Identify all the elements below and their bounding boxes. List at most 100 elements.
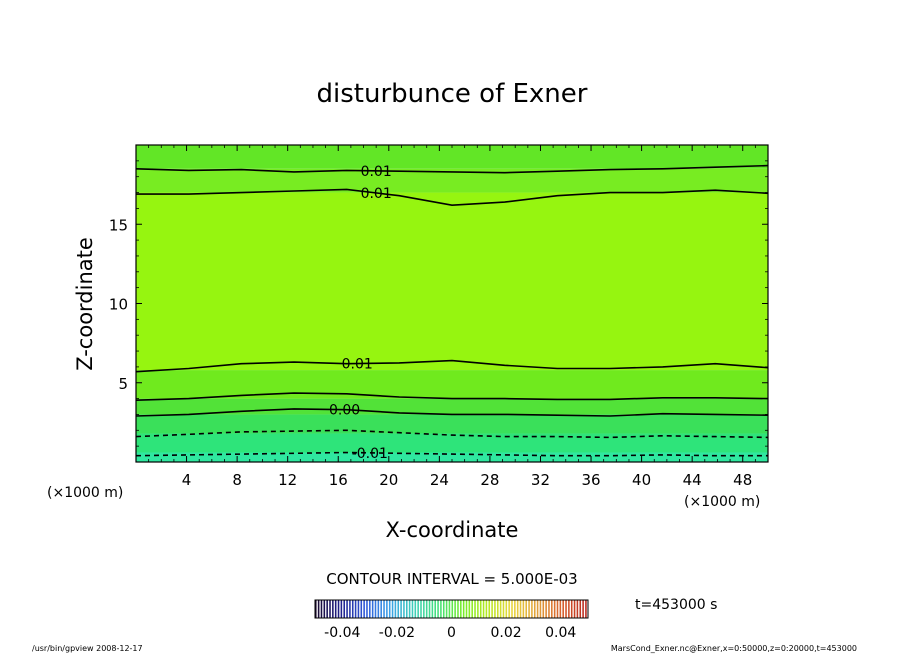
colorbar-stripe (315, 600, 317, 618)
colorbar-stripe (329, 600, 331, 618)
colorbar-stripe (533, 600, 536, 618)
x-tick-label: 48 (733, 471, 752, 489)
colorbar-stripe (474, 600, 476, 618)
colorbar-stripe (363, 600, 365, 618)
colorbar-stripe (548, 600, 550, 618)
colorbar-stripe (448, 600, 451, 618)
colorbar-stripe (497, 600, 499, 618)
colorbar-stripe (482, 600, 485, 618)
colorbar-stripe (357, 600, 360, 618)
contour-interval-text: CONTOUR INTERVAL = 5.000E-03 (326, 570, 577, 588)
colorbar-stripe (514, 600, 516, 618)
colorbar-stripe (337, 600, 340, 618)
y-axis-label: Z-coordinate (73, 237, 97, 371)
colorbar-stripe (383, 600, 385, 618)
colorbar-stripe (488, 600, 491, 618)
colorbar-stripe (471, 600, 473, 618)
colorbar-stripe (326, 600, 328, 618)
colorbar-stripe (440, 600, 442, 618)
colorbar-frame (314, 599, 589, 619)
colorbar-stripe (423, 600, 425, 618)
colorbar-stripe (576, 600, 579, 618)
colorbar-stripe (414, 600, 417, 618)
contour-label: 0.01 (361, 186, 392, 202)
time-label: t=453000 s (635, 597, 717, 613)
x-axis-label: X-coordinate (386, 518, 519, 542)
x-tick-label: 12 (278, 471, 297, 489)
colorbar-stripe (485, 600, 488, 618)
colorbar-tick-label: -0.04 (324, 625, 360, 641)
colorbar-stripe (332, 600, 334, 618)
contour-line (135, 359, 769, 373)
colorbar-stripe (545, 600, 547, 618)
colorbar-stripe (371, 600, 374, 618)
x-tick-label: 16 (329, 471, 348, 489)
colorbar-stripe (505, 600, 508, 618)
colorbar-stripe (479, 600, 482, 618)
colorbar-stripe (437, 600, 439, 618)
colorbar-stripe (573, 600, 576, 618)
colorbar-stripe (388, 600, 391, 618)
colorbar-stripe (334, 600, 337, 618)
y-tick-label: 10 (109, 296, 128, 314)
y-tick-label: 15 (109, 216, 128, 234)
colorbar-tick-label: 0 (447, 625, 456, 641)
fill-band (136, 398, 768, 415)
x-tick-label: 4 (182, 471, 192, 489)
fill-band (136, 168, 768, 193)
x-axis-ticks: 4 8 12 16 20 24 28 32 36 40 44 48 (148, 145, 756, 489)
colorbar-stripe (454, 600, 456, 618)
colorbar-stripe (565, 600, 567, 618)
x-tick-label: 36 (581, 471, 600, 489)
contour-label: 0.01 (361, 164, 392, 180)
contour-line (135, 392, 769, 401)
colorbar-stripe (519, 600, 522, 618)
colorbar-stripe (494, 600, 496, 618)
colorbar-stripe (369, 600, 371, 618)
y-units-label: (×1000 m) (47, 485, 123, 501)
colorbar-stripe (403, 600, 405, 618)
colorbar-stripe (508, 600, 510, 618)
fill-band (136, 145, 768, 169)
colorbar-stripe (354, 600, 357, 618)
colorbar-stripe (323, 600, 326, 618)
colorbar-stripe (394, 600, 397, 618)
colorbar-stripe (360, 600, 363, 618)
colorbar-stripe (531, 600, 533, 618)
x-tick-label: 24 (430, 471, 449, 489)
chart-title: disturbunce of Exner (317, 79, 588, 109)
colorbar-stripe (425, 600, 428, 618)
y-tick-label: 5 (118, 375, 128, 393)
colorbar-stripe (380, 600, 382, 618)
colorbar (314, 599, 589, 619)
x-tick-label: 20 (379, 471, 398, 489)
colorbar-stripe (579, 600, 582, 618)
colorbar-stripe (559, 600, 562, 618)
colorbar-stripe (406, 600, 408, 618)
colorbar-stripe (377, 600, 380, 618)
colorbar-stripe (349, 600, 351, 618)
colorbar-stripe (434, 600, 437, 618)
contour-label: 0.01 (342, 357, 373, 373)
x-units-label: (×1000 m) (684, 494, 760, 510)
contour-label: -0.01 (352, 446, 388, 462)
colorbar-stripe (570, 600, 573, 618)
contour-label: 0.00 (329, 403, 360, 419)
colorbar-stripe (346, 600, 348, 618)
x-tick-label: 40 (632, 471, 651, 489)
colorbar-stripe (465, 600, 468, 618)
fill-band (136, 414, 768, 434)
colorbar-stripe (582, 600, 584, 618)
colorbar-stripe (400, 600, 402, 618)
colorbar-stripe (568, 600, 570, 618)
contour-line (135, 164, 769, 174)
colorbar-stripe (516, 600, 519, 618)
colorbar-stripe (499, 600, 502, 618)
colorbar-stripe (397, 600, 400, 618)
colorbar-stripe (462, 600, 465, 618)
colorbar-stripe (457, 600, 459, 618)
colorbar-tick-label: 0.04 (545, 625, 576, 641)
colorbar-stripe (511, 600, 513, 618)
colorbar-stripe (420, 600, 422, 618)
fill-band (136, 370, 768, 399)
